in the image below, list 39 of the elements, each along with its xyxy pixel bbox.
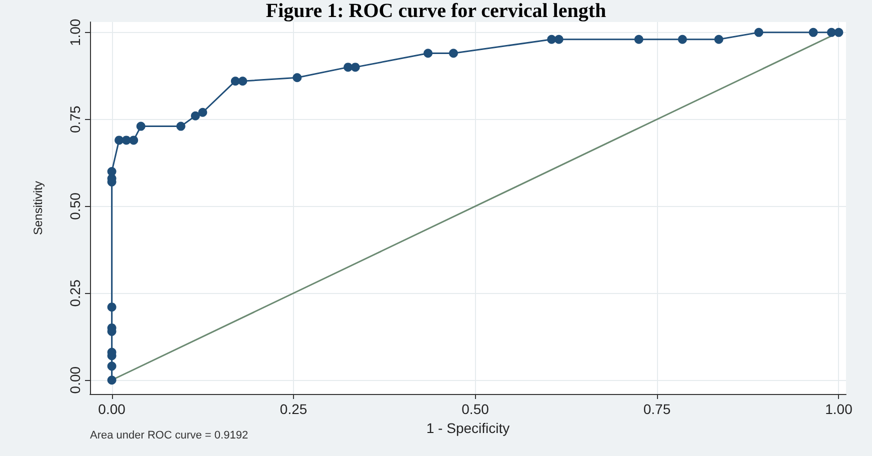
x-tick-label: 1.00: [825, 401, 853, 417]
x-tick-label: 0.50: [462, 401, 490, 417]
point: [107, 376, 116, 385]
x-axis-title: 1 - Specificity: [426, 420, 510, 436]
point: [344, 62, 353, 72]
point: [448, 48, 458, 58]
chart-title: Figure 1: ROC curve for cervical length: [266, 0, 606, 22]
point: [834, 28, 844, 37]
point: [107, 362, 116, 371]
point: [634, 34, 644, 44]
point: [547, 34, 556, 44]
x-tick-label: 0.75: [643, 401, 671, 417]
point: [678, 34, 687, 44]
point: [176, 122, 186, 131]
y-tick-label: 0.25: [67, 279, 83, 307]
y-tick-label: 0.50: [67, 192, 83, 220]
point: [754, 28, 764, 37]
text: Area under ROC curve = 0.9192: [90, 430, 248, 442]
point: [350, 62, 360, 72]
point: [198, 108, 208, 117]
y-tick-label: 1.00: [67, 18, 83, 46]
point: [129, 136, 138, 145]
point: [826, 28, 836, 37]
point: [714, 34, 724, 44]
point: [238, 76, 248, 86]
point: [554, 34, 564, 44]
point: [107, 166, 116, 176]
point: [424, 48, 433, 58]
point: [114, 136, 124, 145]
y-tick-label: 0.75: [67, 106, 83, 133]
x-tick-label: 0.00: [98, 401, 126, 417]
point: [292, 73, 302, 82]
point: [136, 122, 146, 131]
point: [190, 111, 200, 120]
y-axis-title: Sensitivity: [31, 180, 45, 236]
y-tick-label: 0.00: [67, 366, 83, 394]
point: [808, 28, 818, 37]
x-tick-label: 0.25: [280, 401, 308, 417]
point: [107, 302, 116, 312]
